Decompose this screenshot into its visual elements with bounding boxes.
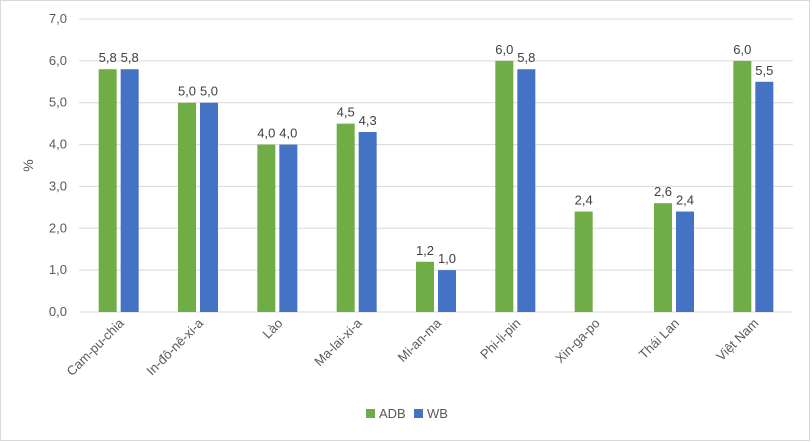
y-tick-label: 2,0 xyxy=(49,220,67,235)
bars xyxy=(98,60,774,313)
y-tick-label: 1,0 xyxy=(49,262,67,277)
y-tick-label: 3,0 xyxy=(49,178,67,193)
y-axis-title: % xyxy=(20,159,36,171)
data-label: 5,8 xyxy=(121,50,139,65)
bar-wb xyxy=(517,69,536,312)
data-label: 2,4 xyxy=(575,193,593,208)
bar-adb xyxy=(574,211,593,312)
data-label: 2,4 xyxy=(676,193,694,208)
data-label: 4,5 xyxy=(337,105,355,120)
bar-wb xyxy=(200,102,218,312)
bar-wb xyxy=(358,132,377,312)
x-tick-label: Mi-an-ma xyxy=(395,315,445,365)
x-axis-ticks: Cam-pu-chia In-đô-nê-xi-a Lào Ma-lai-xi-a Mi… xyxy=(64,315,762,379)
legend-label-wb: WB xyxy=(427,406,448,421)
bar-adb xyxy=(336,123,355,313)
y-tick-label: 7,0 xyxy=(49,11,67,26)
gridlines xyxy=(79,18,793,313)
legend-label-adb: ADB xyxy=(379,406,406,421)
bar-wb xyxy=(438,270,456,312)
data-label: 4,3 xyxy=(359,113,377,128)
x-tick-label: Cam-pu-chia xyxy=(64,315,128,379)
bar-adb xyxy=(416,261,434,312)
data-label: 2,6 xyxy=(654,184,672,199)
y-axis-ticks: 0,0 1,0 2,0 3,0 4,0 5,0 6,0 7,0 xyxy=(49,11,67,319)
x-tick-label: Ma-lai-xi-a xyxy=(311,315,365,369)
bar-adb xyxy=(733,60,752,312)
data-label: 6,0 xyxy=(733,42,751,57)
y-tick-label: 6,0 xyxy=(49,53,67,68)
bar-adb xyxy=(495,60,514,312)
x-tick-label: Việt Nam xyxy=(713,316,761,364)
data-label: 5,8 xyxy=(517,50,535,65)
bar-adb xyxy=(257,144,276,312)
bar-wb xyxy=(279,144,298,312)
bar-wb xyxy=(120,69,139,312)
bar-adb xyxy=(178,102,196,312)
y-tick-label: 4,0 xyxy=(49,137,67,152)
legend-swatch-adb xyxy=(366,409,375,418)
data-label: 5,8 xyxy=(99,50,117,65)
y-tick-label: 5,0 xyxy=(49,95,67,110)
bar-adb xyxy=(98,69,117,312)
data-label: 5,0 xyxy=(178,84,196,99)
x-tick-label: Phi-li-pin xyxy=(477,316,523,362)
bar-wb xyxy=(676,211,694,312)
data-label: 4,0 xyxy=(279,126,297,141)
data-label: 5,0 xyxy=(200,84,218,99)
data-label: 1,2 xyxy=(416,243,434,258)
data-label: 6,0 xyxy=(495,42,513,57)
legend: ADB WB xyxy=(366,406,448,421)
data-labels: 5,8 5,8 5,0 5,0 4,0 4,0 4,5 4,3 1,2 1,0 6,0 5,8 2,4 2… xyxy=(99,42,774,266)
data-label: 4,0 xyxy=(257,126,275,141)
legend-swatch-wb xyxy=(414,409,423,418)
data-label: 5,5 xyxy=(755,63,773,78)
bar-adb xyxy=(654,203,672,312)
x-tick-label: Lào xyxy=(260,316,286,342)
bar-wb xyxy=(755,81,774,313)
x-tick-label: In-đô-nê-xi-a xyxy=(143,315,206,378)
x-tick-label: Thái Lan xyxy=(636,316,682,362)
x-tick-label: Xin-ga-po xyxy=(552,316,602,366)
data-label: 1,0 xyxy=(438,251,456,266)
y-tick-label: 0,0 xyxy=(49,304,67,319)
